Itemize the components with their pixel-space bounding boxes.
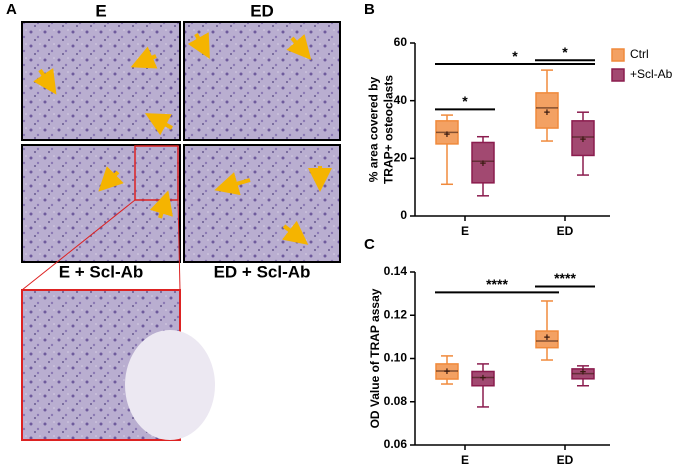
image-label: E	[95, 1, 106, 20]
x-tick-label: ED	[557, 453, 574, 466]
charts: B 0 20 40 60 % area covered by TRAP+ osteoclas…	[364, 1, 673, 466]
significance-label: ****	[486, 276, 508, 292]
y-axis-label: OD Value of TRAP assay	[368, 288, 382, 428]
x-tick-label: ED	[557, 224, 574, 238]
y-axis-label: TRAP+ osteoclasts	[382, 75, 396, 184]
y-tick-label: 0.12	[384, 307, 408, 321]
y-tick-label: 0.10	[384, 351, 408, 365]
mean-marker: +	[480, 373, 486, 385]
y-tick-label: 60	[394, 35, 408, 49]
legend-label: Ctrl	[630, 47, 649, 61]
zoom-line	[21, 199, 136, 291]
y-tick-label: 0.06	[384, 437, 408, 451]
x-tick-label: E	[461, 453, 469, 466]
legend-swatch	[611, 48, 625, 62]
mean-marker: +	[444, 129, 450, 141]
box	[471, 141, 495, 184]
significance-label: *	[462, 93, 468, 109]
y-tick-label: 40	[394, 93, 408, 107]
legend-swatch	[611, 68, 625, 82]
y-tick-label: 0	[400, 208, 407, 222]
panel-label: A	[6, 1, 17, 18]
mean-marker: +	[580, 134, 586, 146]
micrograph	[183, 144, 341, 263]
y-tick-label: 20	[394, 151, 408, 165]
y-axis-label: % area covered by	[367, 76, 381, 182]
box	[535, 330, 559, 349]
box	[571, 120, 595, 157]
panel-a: A E ED E + Scl-Ab ED + Scl-Ab	[6, 1, 341, 441]
image-label: ED	[250, 1, 274, 20]
mean-marker: +	[480, 158, 486, 170]
panel-label: C	[364, 236, 375, 253]
micrograph	[21, 144, 181, 263]
mean-marker: +	[444, 366, 450, 378]
mean-marker: +	[544, 332, 550, 344]
legend-label: +Scl-Ab	[630, 67, 673, 81]
box	[535, 92, 559, 129]
mean-marker: +	[544, 107, 550, 119]
y-tick-label: 0.08	[384, 394, 408, 408]
bone	[125, 330, 215, 440]
significance-label: *	[512, 48, 518, 64]
image-label: E + Scl-Ab	[59, 262, 144, 281]
image-label: ED + Scl-Ab	[214, 262, 311, 281]
significance-label: ****	[554, 270, 576, 286]
y-tick-label: 0.14	[384, 264, 408, 278]
arrows	[33, 32, 332, 245]
micrograph	[183, 21, 341, 141]
box	[471, 370, 495, 387]
mean-marker: +	[580, 366, 586, 378]
zoom-line	[177, 199, 181, 291]
significance-label: *	[562, 44, 568, 60]
panel-label: B	[364, 1, 375, 18]
x-tick-label: E	[461, 224, 469, 238]
